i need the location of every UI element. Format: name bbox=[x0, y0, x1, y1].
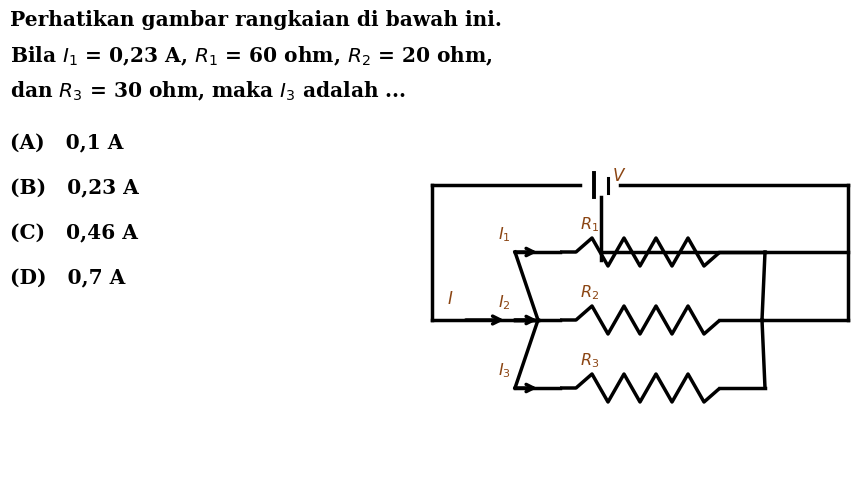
Text: $R_1$: $R_1$ bbox=[580, 215, 599, 234]
Text: (C)   0,46 A: (C) 0,46 A bbox=[10, 223, 138, 243]
Text: $V$: $V$ bbox=[612, 168, 627, 185]
Text: (D)   0,7 A: (D) 0,7 A bbox=[10, 268, 125, 288]
Text: $I_3$: $I_3$ bbox=[498, 361, 510, 380]
Text: $I_1$: $I_1$ bbox=[498, 225, 510, 244]
Text: (B)   0,23 A: (B) 0,23 A bbox=[10, 178, 139, 198]
Text: $I_2$: $I_2$ bbox=[498, 293, 510, 312]
Text: dan $R_3$ = 30 ohm, maka $I_3$ adalah ...: dan $R_3$ = 30 ohm, maka $I_3$ adalah ..… bbox=[10, 80, 406, 103]
Text: $R_3$: $R_3$ bbox=[580, 351, 599, 370]
Text: $R_2$: $R_2$ bbox=[580, 284, 599, 302]
Text: Bila $I_1$ = 0,23 A, $R_1$ = 60 ohm, $R_2$ = 20 ohm,: Bila $I_1$ = 0,23 A, $R_1$ = 60 ohm, $R_… bbox=[10, 45, 492, 68]
Text: (A)   0,1 A: (A) 0,1 A bbox=[10, 133, 123, 153]
Text: $I$: $I$ bbox=[447, 291, 453, 308]
Text: Perhatikan gambar rangkaian di bawah ini.: Perhatikan gambar rangkaian di bawah ini… bbox=[10, 10, 502, 30]
